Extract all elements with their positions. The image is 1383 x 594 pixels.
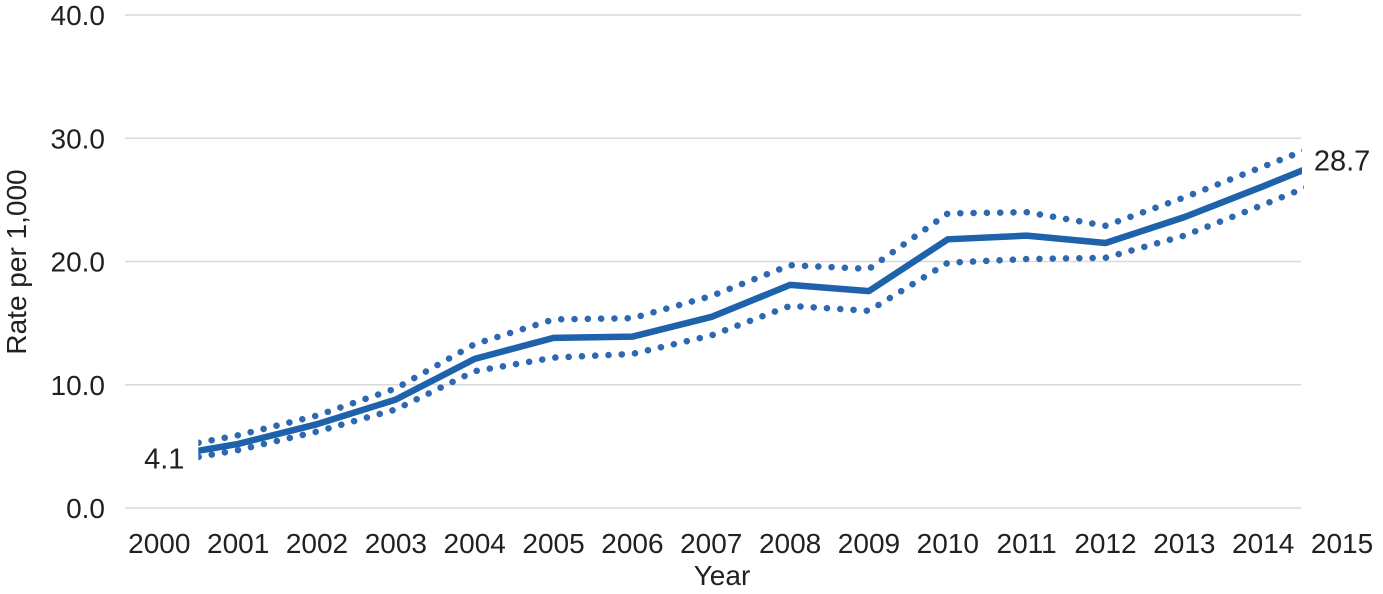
data-series [156, 147, 1304, 467]
y-axis-title: Rate per 1,000 [1, 169, 32, 354]
x-tick-label: 2014 [1232, 528, 1294, 559]
y-tick-label: 10.0 [51, 370, 106, 401]
x-axis-title: Year [694, 560, 751, 591]
start-value-label: 4.1 [144, 443, 184, 475]
y-tick-label: 40.0 [51, 0, 106, 31]
upper-ci-line [156, 147, 1304, 454]
x-tick-label: 2010 [917, 528, 979, 559]
x-tick-label: 2012 [1074, 528, 1136, 559]
x-tick-label: 2008 [759, 528, 821, 559]
y-axis-tick-labels: 0.0 10.0 20.0 30.0 40.0 [51, 0, 106, 524]
x-tick-label: 2004 [444, 528, 506, 559]
start-value-label-bg [130, 436, 199, 479]
x-tick-label: 2005 [522, 528, 584, 559]
x-tick-label: 2011 [997, 528, 1057, 559]
x-tick-label: 2003 [365, 528, 427, 559]
x-tick-label: 2015 [1311, 528, 1373, 559]
x-axis-tick-labels: 2000 2001 2002 2003 2004 2005 2006 2007 2008 2009… [128, 528, 1373, 559]
x-tick-label: 2002 [286, 528, 348, 559]
y-tick-label: 30.0 [51, 123, 106, 154]
rate-line [156, 166, 1304, 461]
end-value-label-bg [1302, 135, 1382, 181]
y-tick-label: 20.0 [51, 247, 106, 278]
x-tick-label: 2007 [680, 528, 742, 559]
y-tick-label: 0.0 [66, 493, 105, 524]
x-tick-label: 2000 [128, 528, 190, 559]
x-tick-label: 2013 [1153, 528, 1215, 559]
gridlines [125, 14, 1301, 509]
x-tick-label: 2001 [207, 528, 269, 559]
lower-ci-line [156, 184, 1304, 467]
x-tick-label: 2006 [601, 528, 663, 559]
data-labels: 4.1 28.7 [130, 135, 1382, 479]
end-value-label: 28.7 [1314, 145, 1370, 177]
x-tick-label: 2009 [838, 528, 900, 559]
